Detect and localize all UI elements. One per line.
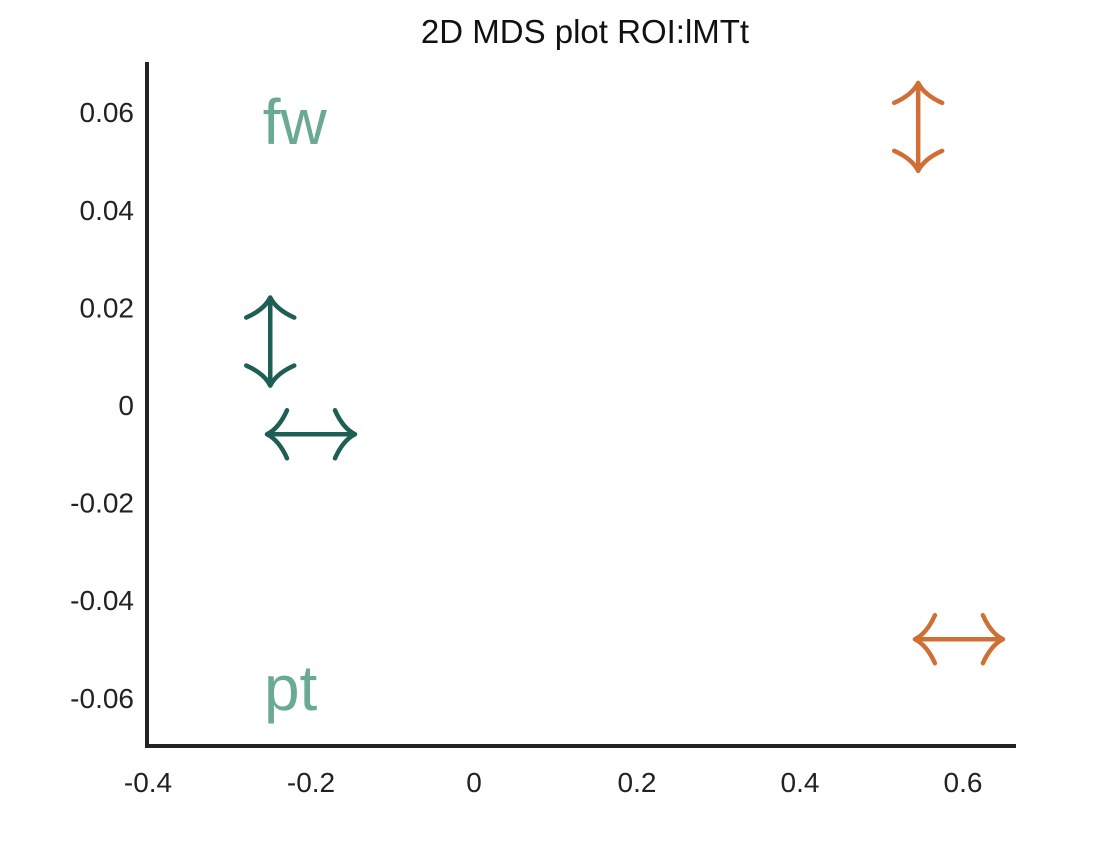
y-tick-label: 0.04 (80, 195, 135, 226)
x-tick-label: 0 (466, 767, 482, 798)
horizontal-arrow-marker (264, 408, 358, 461)
x-tick-label: 0.6 (944, 767, 983, 798)
data-points: fw pt (244, 80, 1006, 724)
vertical-arrow-marker (244, 295, 297, 388)
vertical-arrow-marker (891, 80, 945, 174)
y-axis-ticks: 0.06 0.04 0.02 0 -0.02 -0.04 -0.06 (70, 97, 134, 714)
y-tick-label: -0.06 (70, 683, 134, 714)
x-axis-ticks: -0.4 -0.2 0 0.2 0.4 0.6 (124, 767, 983, 798)
x-tick-label: -0.2 (287, 767, 335, 798)
point-label-fw: fw (263, 86, 328, 158)
y-tick-label: 0.06 (80, 97, 135, 128)
y-tick-label: -0.04 (70, 585, 134, 616)
y-tick-label: 0 (118, 390, 134, 421)
y-tick-label: -0.02 (70, 488, 134, 519)
y-tick-label: 0.02 (80, 292, 135, 323)
x-tick-label: 0.4 (781, 767, 820, 798)
point-label-pt: pt (264, 652, 318, 724)
horizontal-arrow-marker (912, 612, 1006, 666)
x-tick-label: 0.2 (618, 767, 657, 798)
x-tick-label: -0.4 (124, 767, 172, 798)
chart-title: 2D MDS plot ROI:lMTt (421, 13, 749, 50)
